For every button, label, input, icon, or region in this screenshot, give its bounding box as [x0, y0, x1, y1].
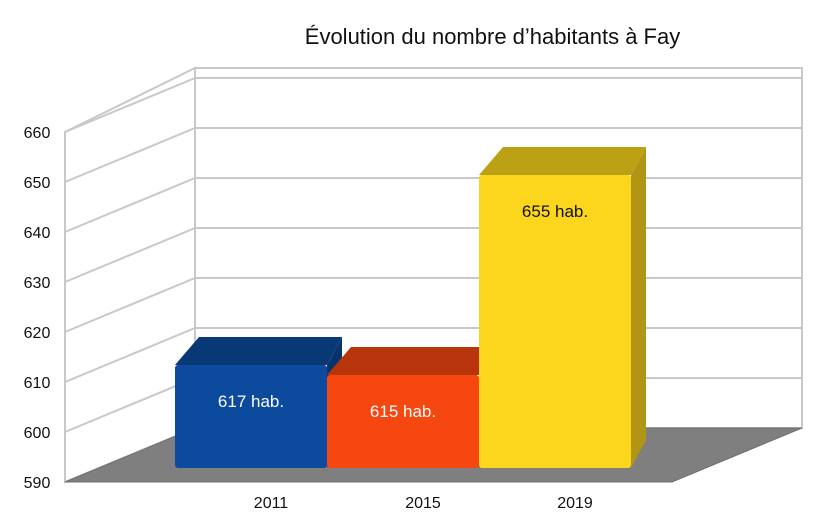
gridline-side: [64, 177, 196, 233]
gridline-side: [64, 327, 196, 383]
bar-top: [175, 337, 342, 365]
x-tick-label: 2019: [557, 495, 593, 512]
bar: [479, 175, 631, 468]
y-tick-label: 590: [24, 475, 51, 492]
bar-top: [327, 347, 494, 375]
gridline-side: [64, 377, 196, 433]
gridline-side: [64, 227, 196, 283]
gridline-side: [64, 127, 196, 183]
data-label: 655 hab.: [522, 202, 588, 221]
y-tick-label: 630: [24, 275, 51, 292]
y-tick-label: 660: [24, 125, 51, 142]
y-tick-label: 620: [24, 325, 51, 342]
x-tick-label: 2011: [254, 495, 289, 512]
x-tick-label: 2015: [405, 495, 441, 512]
data-label: 615 hab.: [370, 402, 436, 421]
y-tick-label: 600: [24, 425, 51, 442]
bar-side: [631, 147, 646, 468]
data-label: 617 hab.: [218, 392, 284, 411]
y-tick-label: 610: [24, 375, 51, 392]
chart-title: Évolution du nombre d’habitants à Fay: [304, 24, 681, 49]
y-tick-label: 640: [24, 225, 51, 242]
bar-top: [479, 147, 646, 175]
gridline-side: [64, 277, 196, 333]
bar: [175, 365, 327, 468]
gridline-side: [64, 77, 196, 133]
y-tick-label: 650: [24, 175, 51, 192]
bar: [327, 375, 479, 468]
